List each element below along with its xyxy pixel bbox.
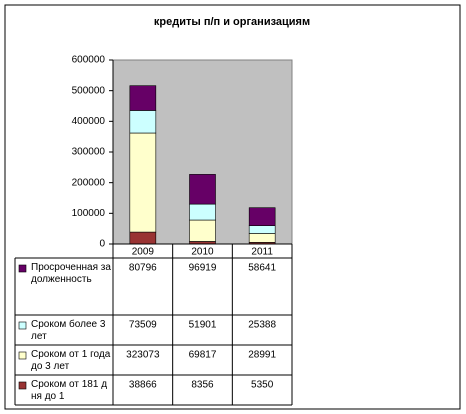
table-value: 80796: [129, 263, 157, 274]
table-value: 69817: [189, 350, 217, 361]
bar-segment: [248, 233, 276, 243]
table-value: 323073: [126, 350, 160, 361]
legend-cell: Сроком от 1 года до 3 лет: [31, 349, 111, 372]
table-value: 8356: [191, 380, 214, 391]
table-value: 5350: [251, 380, 274, 391]
legend-key: [18, 264, 27, 273]
legend-label: Сроком от 181 дня до 1: [31, 379, 108, 402]
bar-segment: [129, 132, 157, 233]
legend-cell: Просроченная задолженность: [31, 262, 111, 285]
bar-segment: [189, 203, 216, 221]
legend-cell: Сроком более 3 лет: [31, 319, 106, 342]
bar-segment: [129, 85, 157, 111]
legend-cell: Сроком от 181 дня до 1: [31, 379, 108, 402]
bar-segment: [129, 231, 157, 245]
legend-label: Просроченная задолженность: [31, 262, 111, 285]
table-value: 28991: [248, 350, 276, 361]
table-value: 51901: [189, 320, 217, 331]
bar-segment: [129, 110, 157, 134]
table-value: 25388: [248, 320, 276, 331]
table-value: 96919: [189, 263, 217, 274]
x-tick-label: 2010: [191, 247, 214, 258]
legend-label: Сроком от 1 года до 3 лет: [31, 349, 111, 372]
legend-key: [18, 381, 27, 390]
table-value: 58641: [248, 263, 276, 274]
y-tick-label: 100000: [72, 208, 106, 219]
legend-key: [18, 321, 27, 330]
legend-label: Сроком более 3 лет: [31, 319, 106, 342]
x-tick-label: 2011: [251, 247, 273, 258]
x-tick-label: 2009: [132, 247, 155, 258]
y-tick-label: 200000: [72, 177, 106, 188]
bar-segment: [248, 207, 276, 226]
y-tick-label: 400000: [72, 116, 106, 127]
y-tick-label: 300000: [72, 147, 106, 158]
bar-segment: [189, 174, 216, 205]
bar-segment: [248, 225, 276, 234]
y-tick-label: 0: [99, 239, 105, 250]
bar-segment: [189, 219, 216, 242]
chart-title: кредиты п/п и организациям: [154, 16, 310, 28]
legend-key: [18, 351, 27, 360]
table-value: 38866: [129, 380, 157, 391]
y-tick-label: 500000: [72, 85, 106, 96]
y-tick-label: 600000: [72, 55, 106, 66]
table-value: 73509: [129, 320, 157, 331]
